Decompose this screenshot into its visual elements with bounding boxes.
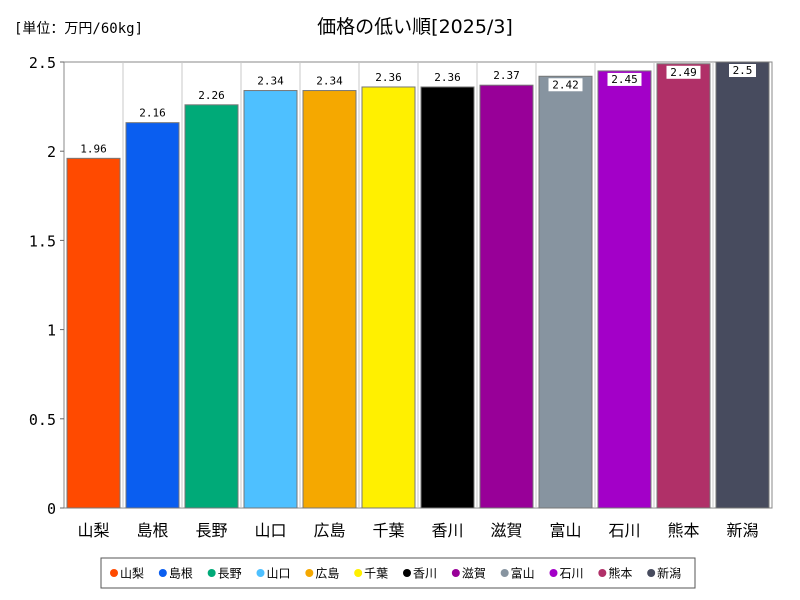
x-tick-label: 滋賀 [490,521,522,540]
bar-長野 [184,104,239,509]
x-tick-label: 山口 [254,521,286,540]
legend-marker [158,569,167,577]
legend-marker [354,569,363,577]
data-label: 2.49 [670,66,697,79]
y-tick-label: 0 [47,500,56,518]
legend-marker [500,569,509,577]
data-label: 2.36 [375,71,402,84]
y-tick-label: 0.5 [29,411,56,429]
data-label: 2.36 [434,71,461,84]
bar-広島 [302,90,357,509]
x-tick-label: 石川 [608,521,640,540]
bar-石川 [597,70,652,509]
x-tick-label: 長野 [195,521,227,540]
legend-label: 滋賀 [462,567,486,581]
y-tick-label: 1.5 [29,232,56,250]
grid-layer [63,61,773,509]
legend-marker [451,569,460,577]
bar-滋賀 [479,84,534,509]
legend-marker [647,569,656,577]
x-tick-label: 香川 [431,521,463,540]
x-tick-label: 島根 [136,521,168,540]
legend-marker [598,569,607,577]
bar-島根 [125,122,180,509]
data-label: 1.96 [80,142,107,155]
data-label: 2.42 [552,78,579,91]
data-label: 2.34 [257,75,284,88]
data-label: 2.37 [493,69,520,82]
y-tick-label: 1 [47,322,56,340]
y-tick-label: 2.5 [29,54,56,72]
legend-label: 広島 [315,566,339,581]
bar-富山 [538,75,593,509]
legend-marker [110,569,118,577]
x-tick-label: 千葉 [372,521,404,540]
legend-marker [256,569,265,577]
bar-山梨 [66,157,121,509]
bar-山口 [243,90,298,509]
bar-千葉 [361,86,416,509]
legend-label: 熊本 [608,566,632,581]
data-label-bg [607,72,642,86]
legend: 山梨 島根 長野 山口 広島 千葉 香川 滋賀 富山 石川 熊本 新潟 [100,557,696,589]
y-tick-label: 2 [47,143,56,161]
data-label-bg [729,64,756,77]
legend-label: 山梨 [120,567,144,581]
legend-box [100,557,696,589]
data-label: 2.16 [139,107,166,120]
data-label-bg [548,78,583,92]
unit-label: [単位：万円/60kg] [14,21,144,37]
legend-marker [207,569,216,577]
bars-layer [66,61,770,509]
legend-label: 千葉 [364,567,388,581]
legend-label: 富山 [511,566,535,581]
data-label: 2.26 [198,89,225,102]
legend-marker [305,569,314,577]
legend-label: 香川 [413,567,437,581]
legend-label: 新潟 [657,566,681,581]
legend-marker [549,569,558,577]
data-label: 2.45 [611,73,638,86]
bar-新潟 [715,61,770,509]
data-label: 2.34 [316,75,343,88]
bar-香川 [420,86,475,509]
bar-熊本 [656,63,711,509]
labels-layer: 1.96 2.16 2.26 2.34 2.34 2.36 2.36 2.37 2.42 2.45… [80,64,756,155]
data-label-bg [666,65,701,79]
x-tick-label: 富山 [549,521,581,540]
axis-layer: 0 0.5 1 1.5 2 2.5 山梨 島根 長野 山口 広島 千葉 香川 滋賀 富山 石川 熊本 新潟 [29,54,759,540]
data-label: 2.5 [733,64,753,77]
x-tick-label: 山梨 [77,521,109,540]
chart-title: 価格の低い順[2025/3] [317,16,513,38]
legend-label: 山口 [267,567,291,581]
legend-label: 島根 [169,566,193,581]
legend-label: 長野 [218,567,242,581]
x-tick-label: 新潟 [726,521,758,540]
x-tick-label: 熊本 [667,521,699,540]
x-tick-label: 広島 [313,521,345,540]
legend-label: 石川 [560,567,584,581]
legend-marker [403,569,411,577]
